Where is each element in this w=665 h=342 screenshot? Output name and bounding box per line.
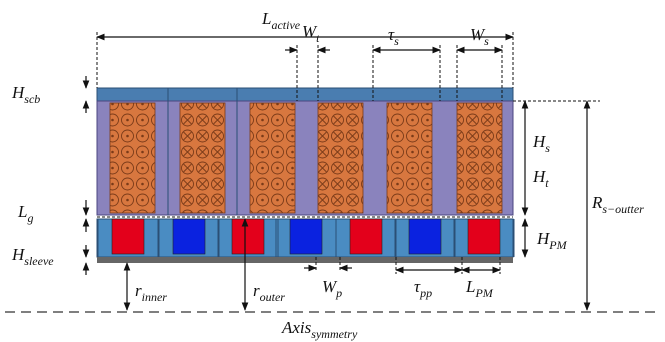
label: Hscb (11, 83, 40, 106)
teeth (96, 100, 514, 216)
label-symbol: H (536, 229, 551, 248)
label-subscript: inner (142, 290, 168, 304)
label-subscript: t (545, 176, 549, 190)
slot (179, 102, 226, 214)
label-symbol: r (135, 281, 142, 300)
label: Ht (532, 167, 549, 190)
label: Axissymmetry (281, 318, 358, 341)
label-subscript: sleeve (24, 254, 54, 268)
label: router (253, 281, 285, 304)
back-iron (96, 87, 514, 102)
label-subscript: s (484, 34, 489, 48)
label-subscript: PM (474, 286, 493, 300)
label-subscript: outer (260, 290, 286, 304)
label-symbol: r (253, 281, 260, 300)
slots (109, 88, 503, 215)
magnet (172, 218, 206, 255)
dimensions (82, 32, 600, 311)
label: LPM (465, 277, 494, 300)
label-symbol: Axis (281, 318, 312, 337)
label: Hsleeve (11, 245, 54, 268)
label-symbol: H (11, 83, 26, 102)
label-symbol: R (591, 193, 603, 212)
label-symbol: W (470, 25, 486, 44)
label-subscript: PM (548, 238, 567, 252)
label: Rs−outter (591, 193, 644, 216)
label-subscript: active (271, 18, 300, 32)
sleeve (97, 257, 513, 263)
magnet (111, 218, 145, 255)
label-subscript: pp (419, 286, 432, 300)
slot (317, 102, 364, 214)
label-subscript: g (27, 211, 33, 225)
label-symbol: τ (388, 25, 395, 44)
label-symbol: τ (414, 277, 421, 296)
slot (109, 102, 156, 214)
slot (249, 102, 296, 214)
label-subscript: s (394, 34, 399, 48)
slot (386, 102, 433, 214)
magnet (231, 218, 265, 255)
label-subscript: p (335, 286, 342, 300)
label-symbol: H (532, 167, 547, 186)
magnet (289, 218, 323, 255)
magnet (349, 218, 383, 255)
label: Lactive (261, 9, 301, 32)
label: rinner (135, 281, 167, 304)
label-symbol: L (465, 277, 475, 296)
label-symbol: H (532, 132, 547, 151)
label: Hs (532, 132, 550, 155)
label: HPM (536, 229, 568, 252)
magnet (467, 218, 501, 255)
label-symbol: H (11, 245, 26, 264)
label-symbol: L (17, 202, 27, 221)
label: Wt (302, 22, 320, 45)
label: Wp (322, 277, 342, 300)
label-symbol: L (261, 9, 271, 28)
label-symbol: W (302, 22, 318, 41)
label: Ws (470, 25, 489, 48)
label-subscript: scb (24, 92, 40, 106)
label: τpp (414, 277, 432, 300)
label-subscript: s−outter (602, 202, 644, 216)
label-subscript: s (545, 141, 550, 155)
slot (456, 102, 503, 214)
magnet (408, 218, 442, 255)
label: Lg (17, 202, 33, 225)
label-subscript: t (316, 31, 320, 45)
label-symbol: W (322, 277, 338, 296)
label: τs (388, 25, 399, 48)
label-subscript: symmetry (311, 327, 358, 341)
